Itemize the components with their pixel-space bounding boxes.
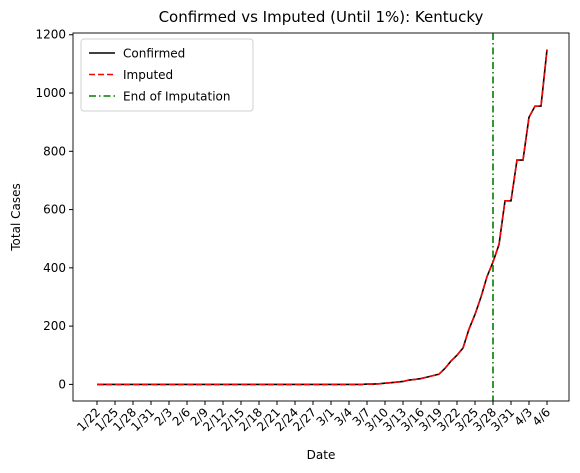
plot-frame: [72, 32, 570, 402]
legend-frame: [80, 38, 254, 112]
legend-label: Confirmed: [123, 47, 185, 61]
x-axis-label: Date: [307, 448, 336, 462]
chart-title: Confirmed vs Imputed (Until 1%): Kentuck…: [159, 8, 484, 26]
y-tick-label: 200: [43, 319, 66, 333]
y-tick-label: 400: [43, 261, 66, 275]
y-tick-label: 0: [58, 377, 66, 391]
series-line: [97, 49, 548, 386]
y-axis-label: Total Cases: [9, 183, 23, 251]
y-tick-label: 600: [43, 203, 66, 217]
legend-label: End of Imputation: [123, 90, 231, 104]
y-tick-label: 800: [43, 144, 66, 158]
legend-label: Imputed: [123, 68, 173, 82]
legend: Confirmed Imputed End of Imputation: [80, 38, 254, 112]
y-tick-label: 1200: [35, 28, 66, 42]
x-tick-label: 4/6: [530, 405, 554, 429]
y-tick-label: 1000: [35, 86, 66, 100]
